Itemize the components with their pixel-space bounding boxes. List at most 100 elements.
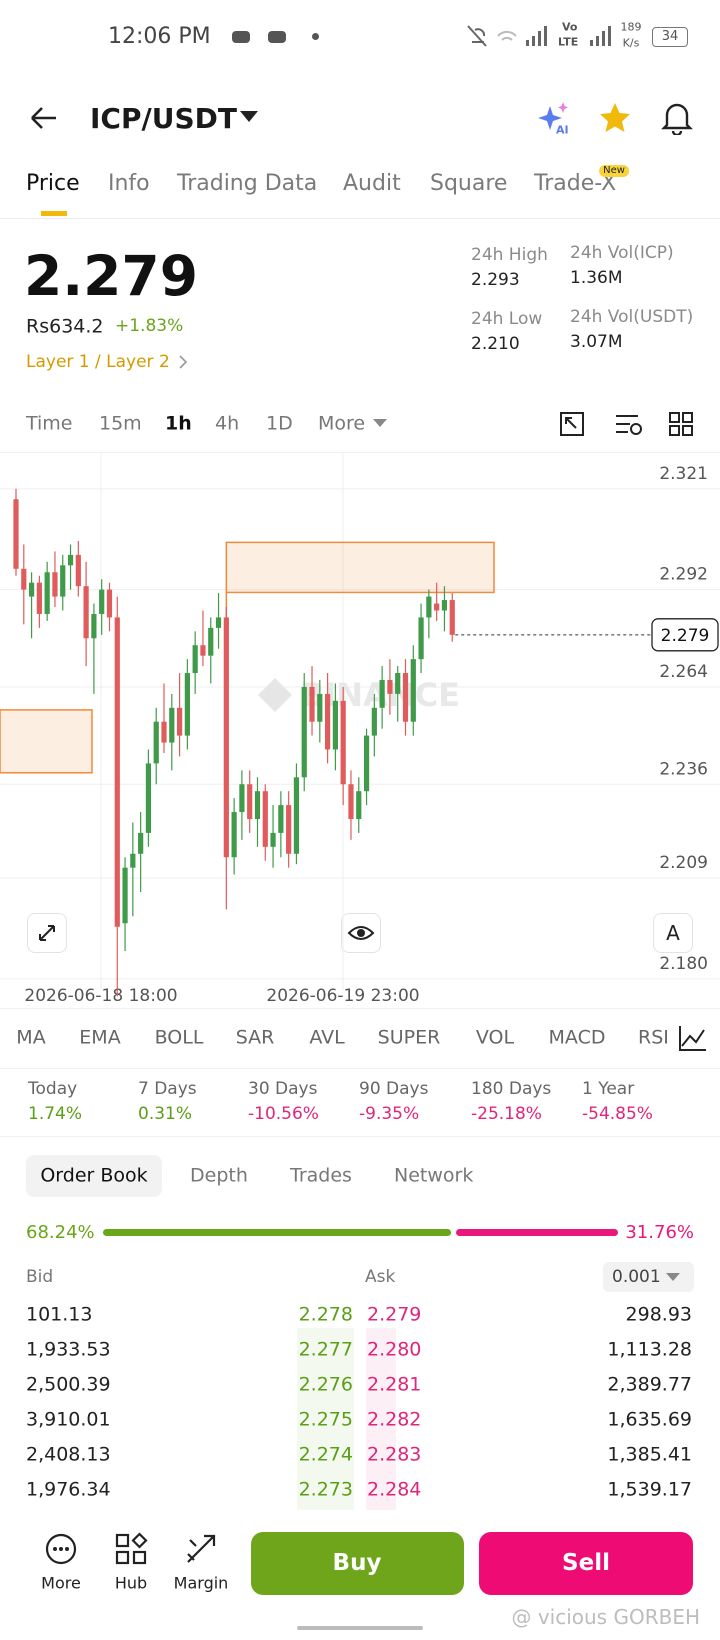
tab[interactable]: Square (430, 170, 508, 196)
bid-amount: 2,500.39 (26, 1373, 111, 1396)
divider (0, 218, 720, 219)
home-indicator (297, 1626, 423, 1630)
auto-scale-button[interactable] (653, 913, 693, 953)
precision-selector[interactable] (603, 1262, 694, 1292)
interval[interactable]: 4h (215, 412, 240, 435)
indicator-settings[interactable] (670, 1018, 720, 1058)
back-button[interactable] (28, 104, 60, 132)
watermark-logo (258, 678, 292, 712)
indicator[interactable]: VOL (475, 1026, 515, 1049)
indicator[interactable]: RSI (638, 1026, 669, 1049)
divider (0, 1068, 720, 1069)
candle-body (106, 589, 113, 618)
book-tab[interactable]: Order Book (40, 1164, 148, 1187)
watermark: BINANCE (300, 676, 460, 714)
y-tick-label: 2.292 (659, 565, 708, 585)
y-tick-label: 2.321 (659, 464, 708, 484)
ask-amount: 1,385.41 (607, 1443, 692, 1466)
more-icon[interactable] (44, 1532, 78, 1566)
interval[interactable]: More (318, 412, 366, 435)
bid-price: 2.273 (298, 1478, 353, 1501)
chart-tools[interactable] (558, 410, 698, 438)
interval[interactable]: 1D (266, 412, 293, 435)
bid-price: 2.276 (298, 1373, 353, 1396)
ask-price: 2.281 (367, 1373, 422, 1396)
candle-body (332, 700, 338, 750)
period-label: 7 Days (138, 1078, 197, 1099)
indicator[interactable]: AVL (309, 1026, 345, 1049)
indicator[interactable]: MACD (548, 1026, 606, 1049)
ask-price: 2.282 (367, 1408, 422, 1431)
pair-selector[interactable]: ICP/USDT (90, 102, 237, 136)
fullscreen-button[interactable] (27, 913, 67, 953)
tab[interactable]: Price (26, 170, 80, 196)
tab[interactable]: Info (108, 170, 150, 196)
candle-body (286, 805, 292, 854)
candle-body (449, 600, 455, 635)
stat-label: 24h Low (471, 308, 543, 329)
candle-body (176, 707, 183, 736)
margin-icon[interactable] (184, 1532, 218, 1566)
indicator[interactable]: SUPER (377, 1026, 441, 1049)
bid-ratio-bar (103, 1229, 452, 1236)
bid-price: 2.277 (298, 1338, 353, 1361)
interval[interactable]: 15m (99, 412, 142, 435)
indicator[interactable]: EMA (79, 1026, 121, 1049)
visibility-button[interactable] (341, 913, 381, 953)
period-change: 0.31% (138, 1103, 193, 1124)
candle-body (75, 554, 81, 587)
signal-icons (467, 25, 547, 47)
divider (0, 452, 720, 453)
candle-body (402, 673, 409, 722)
alert-bell[interactable] (661, 101, 693, 135)
indicator[interactable]: BOLL (154, 1026, 204, 1049)
sell-button[interactable] (479, 1532, 693, 1595)
stat-value: 1.36M (570, 267, 623, 288)
indicator[interactable]: MA (16, 1026, 46, 1049)
y-tick-label: 2.264 (659, 662, 708, 682)
period-label: 180 Days (471, 1078, 552, 1099)
dropdown-arrow (373, 419, 387, 427)
candle-body (301, 686, 307, 778)
ask-amount: 1,635.69 (607, 1408, 692, 1431)
zone (0, 709, 93, 774)
stat-value: 3.07M (570, 331, 623, 352)
stat-label: 24h Vol(USDT) (570, 306, 694, 327)
ask-amount: 2,389.77 (607, 1373, 692, 1396)
candle-body (145, 763, 152, 833)
interval[interactable]: Time (26, 412, 73, 435)
ai-icon[interactable] (536, 100, 572, 136)
sector-link[interactable]: Layer 1 / Layer 2 (26, 351, 170, 372)
candle-body (223, 617, 229, 858)
network-type: LTE (558, 35, 579, 49)
fiat-price: Rs634.2 (26, 315, 104, 338)
candle-body (60, 565, 66, 597)
candle-body (231, 812, 237, 858)
bid-amount: 2,408.13 (26, 1443, 111, 1466)
nav-label: Hub (114, 1573, 148, 1593)
book-tab[interactable]: Network (394, 1164, 474, 1187)
candle-body (387, 679, 393, 694)
hub-icon[interactable] (114, 1532, 148, 1566)
favorite-star[interactable] (598, 102, 632, 134)
candle-body (13, 499, 19, 569)
user-watermark: @ vicious GORBEH (511, 1605, 700, 1629)
bid-header: Bid (26, 1266, 54, 1287)
candle-body (434, 603, 440, 611)
tab[interactable]: Trading Data (177, 170, 318, 196)
period-change: -54.85% (582, 1103, 653, 1124)
x-tick-label: 2026-06-18 18:00 (24, 986, 177, 1006)
book-tab[interactable]: Depth (190, 1164, 248, 1187)
indicator[interactable]: SAR (235, 1026, 275, 1049)
interval[interactable]: 1h (165, 412, 192, 435)
status-time: 12:06 PM (108, 23, 211, 49)
candle-body (309, 686, 315, 722)
buy-button[interactable] (251, 1532, 464, 1595)
bid-amount: 3,910.01 (26, 1408, 111, 1431)
candle-body (247, 784, 253, 820)
candle-body (441, 600, 448, 611)
book-tab[interactable]: Trades (290, 1164, 352, 1187)
tab[interactable]: Audit (343, 170, 401, 196)
ask-amount: 1,113.28 (607, 1338, 692, 1361)
candle-body (325, 693, 331, 750)
